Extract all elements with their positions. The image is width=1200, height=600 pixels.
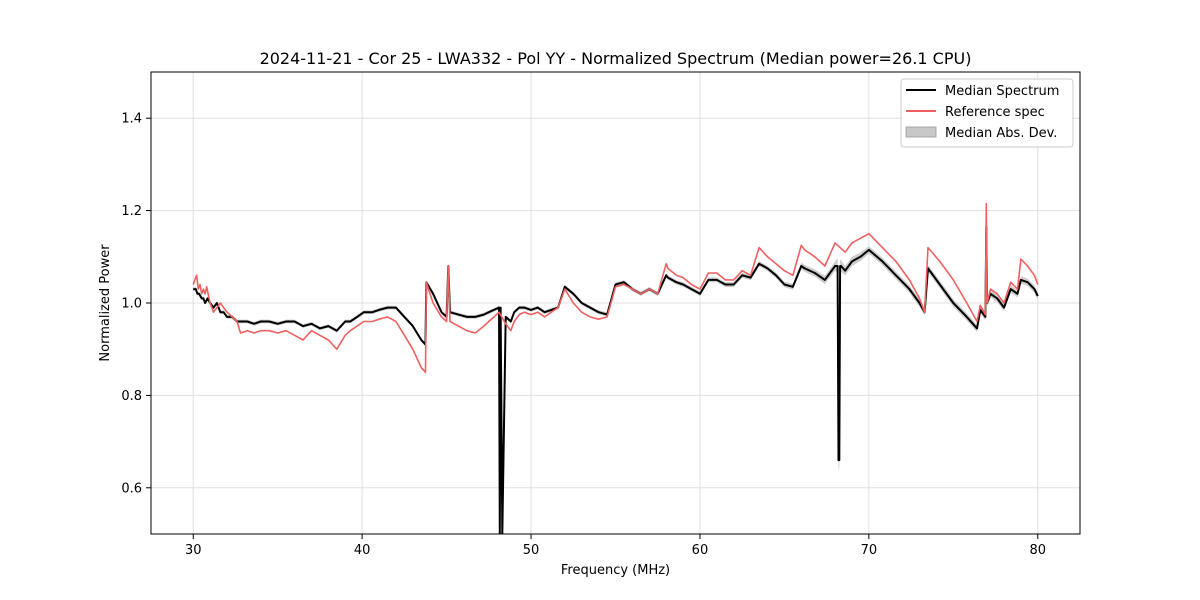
legend-reference-label: Reference spec bbox=[945, 105, 1045, 120]
legend-mad-label: Median Abs. Dev. bbox=[945, 126, 1057, 141]
legend-median-label: Median Spectrum bbox=[945, 84, 1059, 99]
series-layer bbox=[192, 202, 1039, 534]
y-tick-label: 1.4 bbox=[121, 112, 142, 127]
y-tick-label: 1.2 bbox=[121, 204, 142, 219]
y-axis-label: Normalized Power bbox=[98, 244, 113, 362]
y-tick-label: 0.8 bbox=[121, 389, 142, 404]
x-axis-label: Frequency (MHz) bbox=[561, 563, 670, 578]
mad-band bbox=[193, 223, 1038, 534]
x-tick-label: 40 bbox=[354, 543, 371, 558]
ticks: 30 40 50 60 70 80 0.6 0.8 1.0 1.2 1.4 bbox=[121, 112, 1046, 558]
reference-spectrum-line bbox=[192, 202, 1039, 374]
mad-band-layer bbox=[193, 223, 1038, 534]
x-tick-label: 70 bbox=[861, 543, 878, 558]
y-tick-label: 0.6 bbox=[121, 481, 142, 496]
y-tick-label: 1.0 bbox=[121, 297, 142, 312]
x-tick-label: 80 bbox=[1029, 543, 1046, 558]
legend-box bbox=[900, 78, 1074, 148]
x-tick-label: 60 bbox=[692, 543, 709, 558]
chart-title: 2024-11-21 - Cor 25 - LWA332 - Pol YY - … bbox=[260, 49, 972, 68]
legend-mad-swatch bbox=[905, 126, 937, 138]
x-tick-label: 30 bbox=[185, 543, 202, 558]
x-tick-label: 50 bbox=[523, 543, 540, 558]
legend: Median Spectrum Reference spec Median Ab… bbox=[900, 78, 1074, 148]
